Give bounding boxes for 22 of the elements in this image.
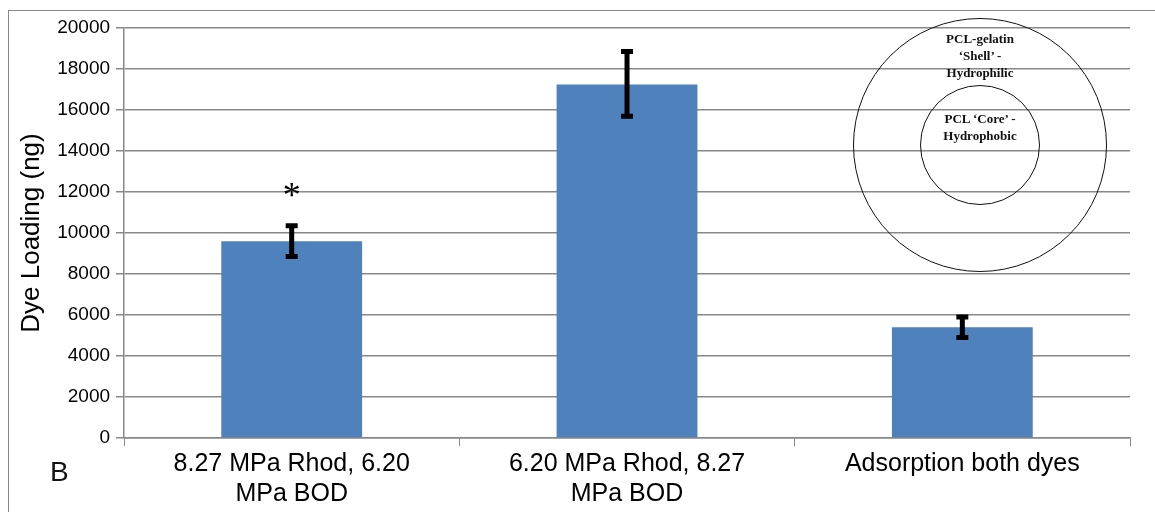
- y-tick-label: 6000: [67, 303, 111, 325]
- y-tick-label: 4000: [67, 344, 111, 366]
- y-tick-label: 2000: [67, 385, 111, 407]
- bar: [221, 241, 363, 438]
- y-tick-label: 8000: [67, 262, 111, 284]
- y-tick-label: 12000: [57, 180, 111, 202]
- bar: [556, 84, 698, 438]
- x-tick-label: 8.27 MPa Rhod, 6.20 MPa BOD: [173, 447, 410, 506]
- text: B: [50, 456, 69, 488]
- x-tick-label: 6.20 MPa Rhod, 8.27 MPa BOD: [508, 447, 746, 506]
- y-axis-title: Dye Loading (ng): [14, 133, 45, 333]
- y-tick-label: 16000: [57, 98, 111, 120]
- annotation: *: [282, 175, 301, 216]
- y-tick-label: 20000: [57, 16, 111, 38]
- bar: [891, 327, 1033, 438]
- y-tick-label: 10000: [57, 221, 111, 243]
- y-tick-label: 0: [99, 426, 111, 448]
- x-tick-label: Adsorption both dyes: [844, 447, 1080, 476]
- annotation: PCL ‘Core’ - Hydrophobic: [942, 110, 1018, 144]
- y-tick-label: 18000: [57, 57, 111, 79]
- annotation: PCL-gelatin ‘Shell’ - Hydrophilic: [945, 30, 1015, 81]
- y-tick-label: 14000: [57, 139, 111, 161]
